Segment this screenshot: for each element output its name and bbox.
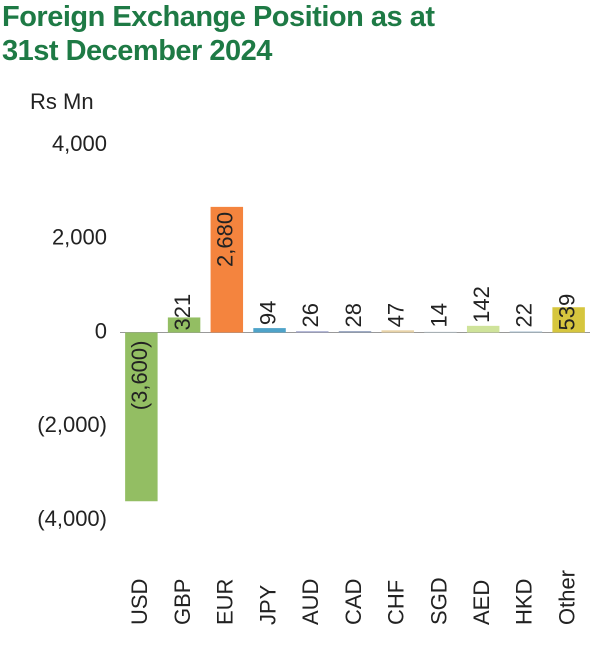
value-label: 539 [554, 294, 579, 331]
x-tick-label: AED [469, 580, 494, 625]
bar [296, 331, 329, 333]
bar [125, 332, 158, 502]
value-label: 26 [298, 303, 323, 327]
bar [466, 325, 500, 333]
x-tick-label: EUR [213, 579, 238, 625]
x-tick-label: CAD [341, 579, 366, 625]
y-axis-label: Rs Mn [30, 89, 94, 114]
value-label: 22 [512, 303, 537, 327]
x-tick-label: USD [127, 579, 152, 625]
value-label: 2,680 [213, 212, 238, 267]
value-label: 94 [255, 301, 280, 325]
bar [167, 317, 201, 333]
y-tick-label: (4,000) [37, 506, 107, 531]
y-tick-label: 0 [95, 318, 107, 343]
x-tick-label: GBP [170, 579, 195, 625]
value-label: 14 [426, 303, 451, 327]
x-tick-label: SGD [426, 577, 451, 625]
bar [210, 206, 244, 333]
x-tick-label: CHF [384, 580, 409, 625]
x-tick-label: HKD [512, 579, 537, 625]
bar [509, 331, 543, 333]
x-tick-label: AUD [298, 579, 323, 625]
y-tick-label: 2,000 [52, 225, 107, 250]
bar [424, 331, 457, 333]
bar [253, 328, 286, 333]
y-tick-label: (2,000) [37, 412, 107, 437]
y-tick-label: 4,000 [52, 131, 107, 156]
x-tick-label: Other [554, 570, 579, 625]
bar [381, 330, 414, 333]
value-label: 28 [341, 303, 366, 327]
value-label: 47 [384, 303, 409, 327]
value-label: 321 [170, 294, 195, 331]
value-label: 142 [469, 286, 494, 323]
bar [338, 331, 372, 333]
value-label: (3,600) [127, 341, 152, 411]
bar [552, 307, 585, 333]
chart-title: Foreign Exchange Position as at 31st Dec… [2, 1, 435, 67]
x-tick-label: JPY [255, 584, 280, 625]
